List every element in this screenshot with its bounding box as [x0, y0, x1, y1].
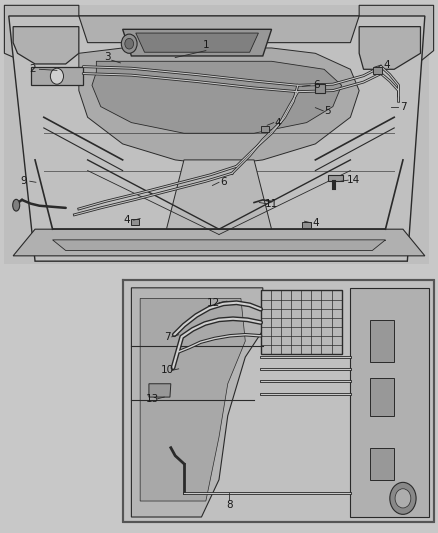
- Polygon shape: [123, 29, 272, 56]
- Polygon shape: [31, 67, 83, 85]
- Polygon shape: [79, 48, 359, 165]
- Bar: [131, 219, 139, 225]
- Text: 10: 10: [161, 366, 174, 375]
- Text: 3: 3: [104, 52, 111, 62]
- Bar: [261, 126, 269, 132]
- Polygon shape: [92, 61, 342, 133]
- Bar: [373, 67, 382, 74]
- Polygon shape: [4, 5, 429, 264]
- Polygon shape: [350, 288, 429, 517]
- Circle shape: [50, 68, 64, 84]
- Text: 7: 7: [399, 102, 406, 111]
- Text: 1: 1: [202, 41, 209, 50]
- Polygon shape: [4, 5, 79, 67]
- Text: 13: 13: [146, 394, 159, 403]
- Text: 4: 4: [383, 60, 390, 70]
- Text: 4: 4: [275, 118, 282, 127]
- Text: 11: 11: [265, 199, 278, 208]
- Polygon shape: [13, 229, 425, 256]
- Bar: [370, 320, 394, 362]
- Polygon shape: [79, 16, 359, 43]
- Text: 4: 4: [313, 218, 320, 228]
- Polygon shape: [13, 27, 79, 64]
- Bar: [370, 378, 394, 416]
- Polygon shape: [149, 384, 171, 397]
- Text: 6: 6: [313, 80, 320, 90]
- Text: 2: 2: [29, 64, 36, 74]
- Polygon shape: [359, 5, 434, 67]
- Polygon shape: [359, 27, 420, 69]
- Polygon shape: [140, 298, 245, 501]
- Circle shape: [121, 34, 137, 53]
- Polygon shape: [53, 240, 385, 251]
- Text: 5: 5: [324, 106, 331, 116]
- Text: 8: 8: [226, 500, 233, 510]
- Circle shape: [125, 38, 134, 49]
- Polygon shape: [9, 16, 425, 261]
- Text: 12: 12: [207, 298, 220, 308]
- Bar: [370, 448, 394, 480]
- Bar: [261, 290, 342, 354]
- Text: 7: 7: [164, 332, 171, 342]
- Polygon shape: [136, 33, 258, 52]
- Text: 6: 6: [220, 177, 227, 187]
- Bar: [302, 222, 311, 228]
- Bar: [315, 84, 325, 93]
- Ellipse shape: [13, 199, 20, 211]
- Polygon shape: [328, 175, 343, 181]
- Bar: [123, 280, 434, 522]
- Polygon shape: [131, 288, 263, 517]
- Text: 14: 14: [347, 175, 360, 185]
- Circle shape: [395, 489, 411, 508]
- Circle shape: [390, 482, 416, 514]
- Text: 4: 4: [124, 215, 131, 225]
- Polygon shape: [166, 160, 272, 229]
- Text: 9: 9: [21, 176, 28, 186]
